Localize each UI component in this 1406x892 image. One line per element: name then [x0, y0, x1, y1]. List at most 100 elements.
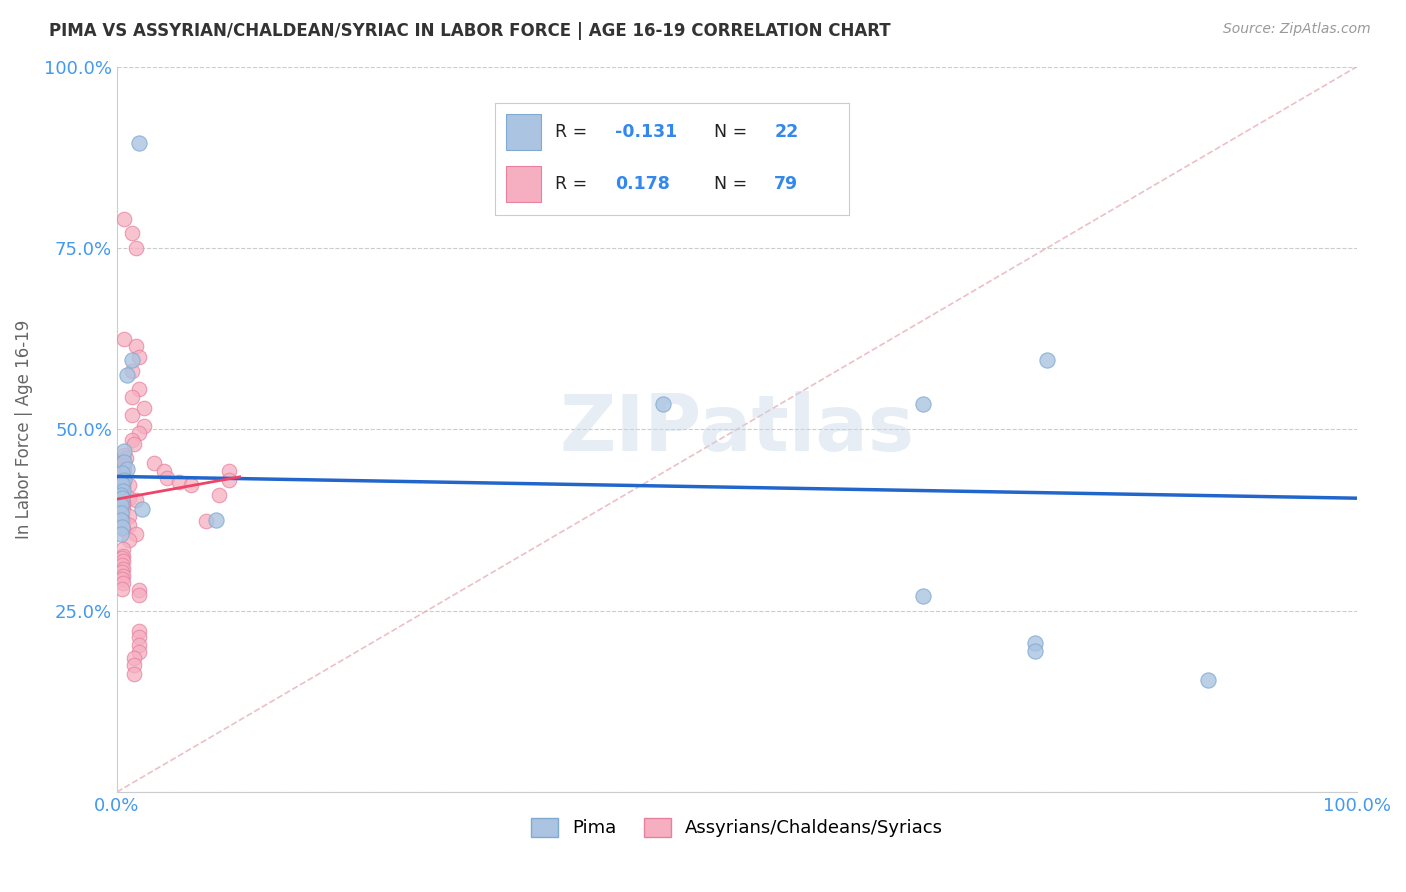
Point	[121, 227, 143, 241]
Point	[112, 502, 135, 516]
Point	[205, 513, 228, 527]
Point	[110, 506, 132, 520]
Point	[115, 462, 138, 476]
Point	[128, 588, 150, 602]
Point	[112, 444, 135, 458]
Point	[111, 513, 134, 527]
Point	[143, 456, 166, 470]
Point	[112, 541, 135, 556]
Point	[112, 471, 135, 485]
Point	[111, 582, 134, 596]
Point	[128, 350, 150, 364]
Point	[111, 485, 134, 500]
Point	[1036, 353, 1059, 368]
Point	[1024, 636, 1046, 650]
Point	[115, 368, 138, 382]
Y-axis label: In Labor Force | Age 16-19: In Labor Force | Age 16-19	[15, 319, 32, 539]
Point	[111, 469, 134, 483]
Point	[124, 339, 146, 353]
Point	[111, 489, 134, 503]
Point	[195, 515, 218, 529]
Point	[112, 448, 135, 462]
Point	[111, 573, 134, 587]
Point	[114, 451, 136, 466]
Point	[218, 464, 240, 478]
Point	[180, 478, 202, 492]
Point	[112, 495, 135, 509]
Point	[111, 466, 134, 480]
Point	[153, 464, 176, 478]
Point	[111, 482, 134, 496]
Point	[1197, 673, 1219, 687]
Point	[124, 492, 146, 507]
Point	[651, 397, 673, 411]
Point	[208, 487, 231, 501]
Point	[112, 480, 135, 494]
Point	[134, 401, 156, 415]
Point	[121, 364, 143, 378]
Legend: Pima, Assyrians/Chaldeans/Syriacs: Pima, Assyrians/Chaldeans/Syriacs	[523, 811, 950, 845]
Point	[111, 520, 134, 534]
Point	[111, 558, 134, 572]
Point	[112, 549, 135, 564]
Text: PIMA VS ASSYRIAN/CHALDEAN/SYRIAC IN LABOR FORCE | AGE 16-19 CORRELATION CHART: PIMA VS ASSYRIAN/CHALDEAN/SYRIAC IN LABO…	[49, 22, 891, 40]
Point	[110, 513, 132, 527]
Point	[112, 499, 135, 513]
Point	[111, 476, 134, 491]
Point	[118, 491, 141, 506]
Point	[112, 522, 135, 536]
Point	[128, 624, 150, 638]
Point	[118, 518, 141, 533]
Point	[118, 533, 141, 547]
Point	[1024, 643, 1046, 657]
Point	[111, 476, 134, 491]
Point	[110, 487, 132, 501]
Point	[111, 565, 134, 579]
Point	[121, 390, 143, 404]
Point	[155, 471, 177, 485]
Point	[112, 483, 135, 498]
Point	[112, 332, 135, 346]
Point	[111, 520, 134, 534]
Point	[112, 475, 135, 489]
Text: Source: ZipAtlas.com: Source: ZipAtlas.com	[1223, 22, 1371, 37]
Point	[118, 478, 141, 492]
Point	[124, 666, 146, 681]
Point	[111, 503, 134, 517]
Point	[112, 455, 135, 469]
Point	[124, 650, 146, 665]
Point	[121, 408, 143, 422]
Point	[111, 491, 134, 506]
Point	[128, 383, 150, 397]
Point	[911, 589, 934, 603]
Point	[124, 437, 146, 451]
Point	[121, 353, 143, 368]
Point	[131, 502, 153, 516]
Point	[124, 658, 146, 673]
Point	[128, 645, 150, 659]
Point	[128, 136, 150, 150]
Point	[112, 458, 135, 473]
Point	[112, 561, 135, 575]
Point	[110, 499, 132, 513]
Point	[134, 418, 156, 433]
Point	[128, 638, 150, 652]
Point	[111, 473, 134, 487]
Point	[112, 462, 135, 476]
Point	[111, 496, 134, 510]
Point	[112, 473, 135, 487]
Point	[112, 554, 135, 568]
Point	[112, 569, 135, 583]
Point	[218, 473, 240, 487]
Point	[111, 551, 134, 566]
Point	[112, 487, 135, 501]
Point	[111, 507, 134, 521]
Point	[112, 483, 135, 498]
Point	[112, 464, 135, 478]
Point	[911, 397, 934, 411]
Point	[128, 425, 150, 440]
Point	[124, 527, 146, 541]
Point	[112, 211, 135, 226]
Point	[112, 576, 135, 591]
Point	[128, 631, 150, 645]
